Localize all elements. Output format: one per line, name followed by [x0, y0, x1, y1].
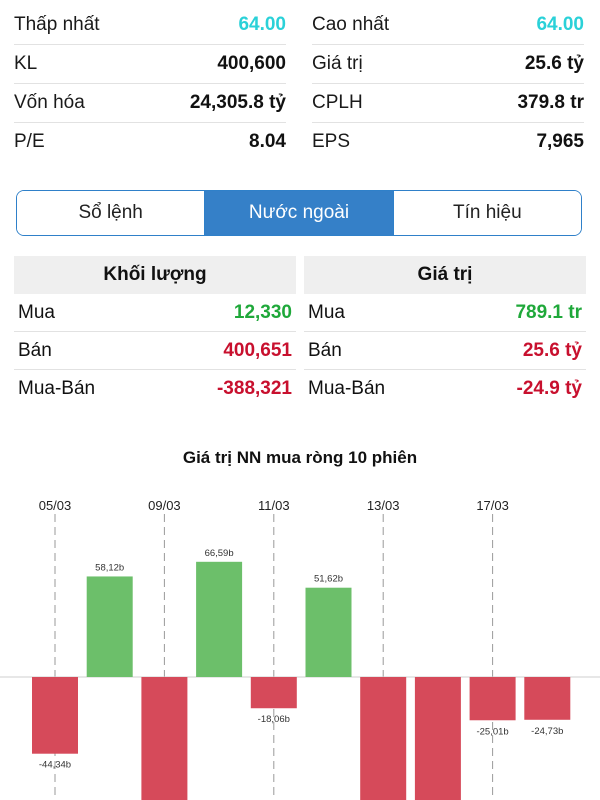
- bar-value-label: 51,62b: [314, 574, 343, 585]
- row-label: Mua: [308, 301, 345, 323]
- table-row: Mua-Bán -24.9 tỷ: [304, 370, 586, 407]
- stat-value: 7,965: [536, 131, 584, 152]
- stat-row-value: Giá trị 25.6 tỷ: [312, 45, 584, 84]
- stat-row-shares: CPLH 379.8 tr: [312, 84, 584, 123]
- tab-foreign[interactable]: Nước ngoài: [205, 191, 394, 235]
- table-row: Mua 12,330: [14, 294, 296, 332]
- stat-value: 64.00: [536, 14, 584, 35]
- bar-value-label: 58,12b: [95, 562, 124, 573]
- stat-row-eps: EPS 7,965: [312, 123, 584, 161]
- table-row: Bán 25.6 tỷ: [304, 332, 586, 370]
- tab-order-book[interactable]: Sổ lệnh: [17, 191, 206, 235]
- stat-value: 400,600: [217, 53, 286, 74]
- bar-positive: [305, 587, 352, 677]
- stat-row-pe: P/E 8.04: [14, 123, 286, 161]
- table-row: Mua-Bán -388,321: [14, 370, 296, 407]
- x-tick-label: 05/03: [39, 498, 72, 513]
- bar-positive: [196, 561, 243, 677]
- chart-title: Giá trị NN mua ròng 10 phiên: [182, 448, 418, 467]
- bar-negative: [524, 677, 571, 720]
- x-tick-label: 13/03: [367, 498, 400, 513]
- bar-negative: [32, 677, 78, 754]
- row-label: Mua: [18, 301, 55, 323]
- stat-row-low: Thấp nhất 64.00: [14, 6, 286, 45]
- table-row: Mua 789.1 tr: [304, 294, 586, 332]
- stat-value: 8.04: [249, 131, 286, 152]
- bar-value-label: 66,59b: [205, 548, 234, 559]
- row-value: 12,330: [233, 301, 292, 323]
- bar-value-label: -25,01b: [476, 726, 508, 737]
- stats-left-column: Thấp nhất 64.00 KL 400,600 Vốn hóa 24,30…: [14, 6, 286, 161]
- stats-right-column: Cao nhất 64.00 Giá trị 25.6 tỷ CPLH 379.…: [312, 6, 584, 161]
- table-row: Bán 400,651: [14, 332, 296, 370]
- row-label: Mua-Bán: [18, 377, 96, 399]
- row-label: Bán: [308, 339, 342, 361]
- bar-negative: [360, 677, 407, 800]
- bar-negative: [414, 677, 461, 800]
- row-label: Mua-Bán: [308, 377, 386, 399]
- bar-positive: [86, 576, 133, 677]
- stat-label: EPS: [312, 131, 351, 152]
- foreign-value-table: Giá trị Mua 789.1 tr Bán 25.6 tỷ Mua-Bán…: [304, 256, 586, 407]
- stat-row-high: Cao nhất 64.00: [312, 6, 584, 45]
- stat-label: P/E: [14, 131, 45, 152]
- bar-value-label: -24,73b: [531, 726, 563, 737]
- tab-bar: Sổ lệnh Nước ngoài Tín hiệu: [16, 190, 582, 236]
- stat-value: 379.8 tr: [517, 92, 584, 113]
- bar-value-label: -44,34b: [39, 760, 71, 771]
- stat-value: 24,305.8 tỷ: [189, 92, 286, 113]
- bar-value-label: -18,06b: [258, 714, 290, 725]
- stat-label: KL: [14, 53, 38, 74]
- row-label: Bán: [18, 339, 52, 361]
- stat-label: Giá trị: [312, 53, 363, 74]
- row-value: -388,321: [216, 377, 292, 399]
- stat-label: Cao nhất: [312, 14, 390, 35]
- row-value: 25.6 tỷ: [522, 339, 582, 361]
- row-value: 789.1 tr: [515, 301, 582, 323]
- stat-value: 64.00: [238, 14, 286, 35]
- stat-row-market-cap: Vốn hóa 24,305.8 tỷ: [14, 84, 286, 123]
- stat-label: CPLH: [312, 92, 363, 113]
- net-buy-chart: 05/03 09/03 11/03 13/03 17/03 -44,34b 58,12b 66…: [0, 498, 600, 800]
- bar-negative: [141, 677, 188, 800]
- x-tick-label: 09/03: [148, 498, 181, 513]
- row-value: 400,651: [223, 339, 292, 361]
- stat-label: Vốn hóa: [14, 92, 85, 113]
- foreign-volume-table: Khối lượng Mua 12,330 Bán 400,651 Mua-Bá…: [14, 256, 296, 407]
- tab-signals[interactable]: Tín hiệu: [393, 191, 581, 235]
- stat-label: Thấp nhất: [14, 14, 100, 35]
- x-tick-label: 11/03: [258, 498, 290, 513]
- bar-negative: [250, 677, 297, 709]
- table-header: Khối lượng: [14, 256, 296, 294]
- stat-row-volume: KL 400,600: [14, 45, 286, 84]
- row-value: -24.9 tỷ: [516, 377, 582, 399]
- x-tick-label: 17/03: [476, 498, 509, 513]
- bar-negative: [469, 677, 516, 721]
- table-header: Giá trị: [304, 256, 586, 294]
- stat-value: 25.6 tỷ: [524, 53, 584, 74]
